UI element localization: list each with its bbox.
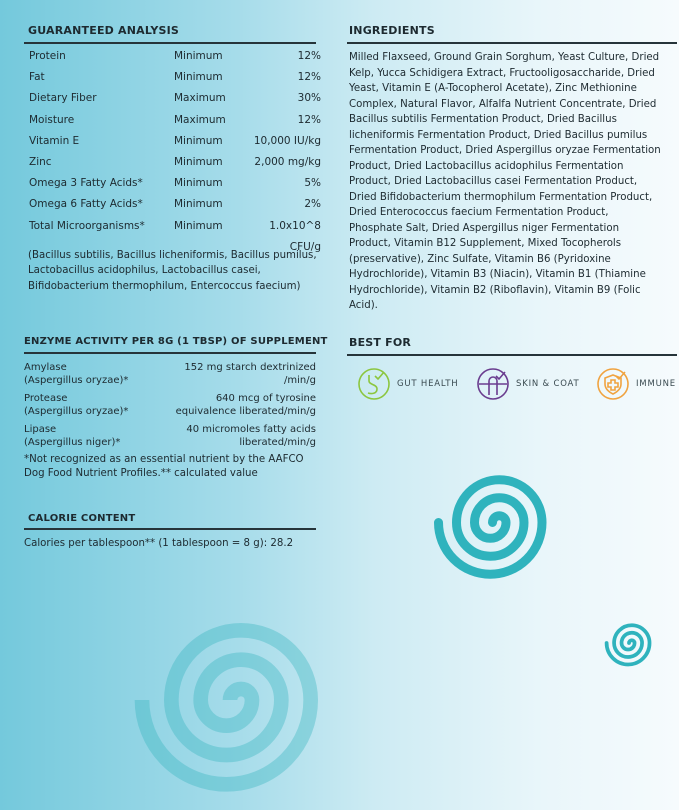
enzyme-row: Amylase (Aspergillus oryzae)* 152 mg star…	[24, 362, 316, 387]
stomach-check-icon	[358, 368, 390, 400]
nutrient-name: Omega 6 Fatty Acids*	[29, 198, 143, 211]
shield-plus-icon	[597, 368, 629, 400]
nutrient-qualifier: Minimum	[174, 156, 223, 169]
enzyme-row: Protease (Aspergillus oryzae)* 640 mcg of…	[24, 393, 316, 418]
nutrient-value: 30%	[297, 92, 321, 105]
nutrient-name: Zinc	[29, 156, 52, 169]
brand-spiral-logo	[434, 475, 547, 579]
nutrient-name: Omega 3 Fatty Acids*	[29, 177, 143, 190]
background-spiral	[134, 623, 319, 792]
divider	[24, 42, 316, 44]
best-for-immune: IMMUNE	[596, 367, 676, 401]
nutrient-qualifier: Maximum	[174, 113, 226, 126]
analysis-row: Dietary Fiber Maximum 30%	[29, 88, 321, 109]
nutrient-name: Vitamin E	[29, 134, 80, 147]
nutrient-qualifier: Minimum	[174, 177, 223, 190]
enzyme-name: Protease (Aspergillus oryzae)*	[24, 393, 129, 417]
nutrient-value: 2,000 mg/kg	[254, 156, 321, 169]
nutrient-value: 12%	[297, 113, 321, 126]
nutrient-value: 5%	[304, 177, 321, 190]
nutrient-qualifier: Minimum	[174, 219, 223, 232]
analysis-row: Omega 6 Fatty Acids* Minimum 2%	[29, 194, 321, 215]
analysis-row: Omega 3 Fatty Acids* Minimum 5%	[29, 173, 321, 194]
best-for-gut-health: GUT HEALTH	[357, 367, 458, 401]
brand-spiral-small	[604, 623, 652, 667]
footnote: *Not recognized as an essential nutrient…	[24, 454, 304, 479]
divider	[347, 42, 677, 44]
nutrient-name: Dietary Fiber	[29, 92, 97, 105]
calorie-title: CALORIE CONTENT	[28, 513, 136, 524]
nutrient-name: Protein	[29, 50, 66, 62]
nutrient-value: 10,000 IU/kg	[253, 134, 321, 147]
enzyme-row: Lipase (Aspergillus niger)* 40 micromoles…	[24, 424, 316, 449]
enzyme-title: ENZYME ACTIVITY PER 8G (1 TBSP) OF SUPPL…	[24, 336, 328, 347]
analysis-row: Total Microorganisms* Minimum 1.0x10^8 CFU…	[29, 216, 321, 258]
enzyme-value: 40 micromoles fatty acids liberated/min/…	[186, 424, 316, 448]
best-for-skin-coat: SKIN & COAT	[476, 367, 580, 401]
nutrient-value: 1.0x10^8 CFU/g	[269, 219, 321, 253]
nutrient-value: 2%	[304, 198, 321, 211]
ingredients-text: Milled Flaxseed, Ground Grain Sorghum, Y…	[349, 52, 661, 311]
microorganism-note: (Bacillus subtilis, Bacillus licheniform…	[28, 250, 317, 292]
nutrient-qualifier: Maximum	[174, 92, 226, 105]
nutrient-name: Total Microorganisms*	[29, 219, 145, 232]
calorie-text: Calories per tablespoon** (1 tablespoon …	[24, 538, 294, 549]
nutrient-qualifier: Minimum	[174, 134, 223, 147]
ingredients-title: INGREDIENTS	[349, 24, 435, 37]
hair-follicle-check-icon	[477, 368, 509, 400]
best-for-title: BEST FOR	[349, 336, 412, 349]
enzyme-table: Amylase (Aspergillus oryzae)* 152 mg star…	[24, 362, 316, 455]
nutrient-value: 12%	[297, 71, 321, 84]
nutrient-name: Moisture	[29, 113, 75, 126]
nutrient-qualifier: Minimum	[174, 71, 223, 84]
divider	[24, 352, 316, 354]
enzyme-value: 640 mcg of tyrosine equivalence liberate…	[175, 393, 316, 417]
enzyme-name: Lipase (Aspergillus niger)*	[24, 424, 121, 448]
divider	[347, 354, 677, 356]
analysis-table: Protein Minimum 12% Fat Minimum 12% Dietary Fi…	[29, 46, 321, 258]
nutrient-value: 12%	[297, 50, 321, 62]
enzyme-value: 152 mg starch dextrinized /min/g	[184, 362, 316, 386]
divider	[24, 528, 316, 530]
enzyme-name: Amylase (Aspergillus oryzae)*	[24, 362, 129, 386]
nutrient-qualifier: Minimum	[174, 50, 223, 62]
analysis-row: Protein Minimum 12%	[29, 46, 321, 67]
nutrient-qualifier: Minimum	[174, 198, 223, 211]
analysis-row: Zinc Minimum 2,000 mg/kg	[29, 152, 321, 173]
analysis-row: Fat Minimum 12%	[29, 67, 321, 88]
analysis-row: Moisture Maximum 12%	[29, 110, 321, 131]
guaranteed-analysis-title: GUARANTEED ANALYSIS	[28, 24, 180, 37]
analysis-row: Vitamin E Minimum 10,000 IU/kg	[29, 131, 321, 152]
nutrient-name: Fat	[29, 71, 45, 84]
